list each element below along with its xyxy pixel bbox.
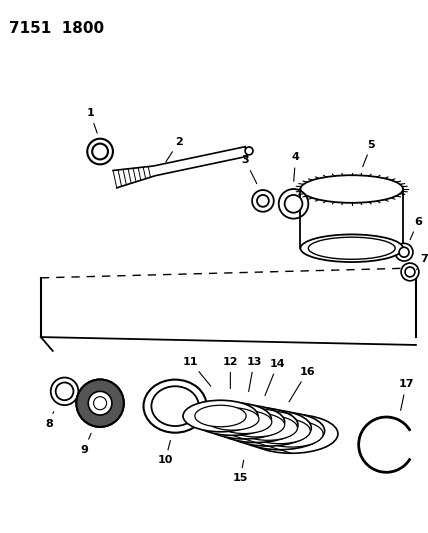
Circle shape bbox=[257, 195, 269, 207]
Circle shape bbox=[399, 247, 409, 257]
Ellipse shape bbox=[217, 410, 272, 433]
Ellipse shape bbox=[227, 413, 285, 437]
Text: 6: 6 bbox=[410, 216, 422, 240]
Text: 10: 10 bbox=[158, 440, 173, 465]
Ellipse shape bbox=[143, 379, 207, 433]
Ellipse shape bbox=[260, 421, 323, 447]
Text: 3: 3 bbox=[241, 155, 257, 183]
Ellipse shape bbox=[204, 405, 285, 439]
Text: 15: 15 bbox=[232, 460, 248, 483]
Circle shape bbox=[285, 195, 303, 213]
Text: 9: 9 bbox=[80, 433, 91, 455]
Text: 7: 7 bbox=[416, 254, 428, 270]
Circle shape bbox=[56, 383, 74, 400]
Circle shape bbox=[395, 243, 413, 261]
Text: 2: 2 bbox=[166, 136, 183, 162]
Ellipse shape bbox=[308, 237, 395, 259]
Text: 12: 12 bbox=[223, 357, 238, 389]
Circle shape bbox=[245, 147, 253, 155]
Polygon shape bbox=[77, 379, 124, 427]
Ellipse shape bbox=[152, 386, 199, 426]
Circle shape bbox=[92, 143, 108, 159]
Circle shape bbox=[51, 377, 78, 405]
Text: 5: 5 bbox=[363, 140, 375, 167]
Ellipse shape bbox=[235, 412, 324, 450]
Ellipse shape bbox=[238, 415, 297, 440]
Ellipse shape bbox=[206, 408, 259, 430]
Text: 14: 14 bbox=[265, 359, 285, 395]
Circle shape bbox=[88, 391, 112, 415]
Ellipse shape bbox=[300, 235, 403, 262]
Circle shape bbox=[279, 189, 308, 219]
Text: 16: 16 bbox=[289, 367, 315, 402]
Ellipse shape bbox=[245, 414, 338, 453]
Text: 1: 1 bbox=[86, 108, 97, 133]
Circle shape bbox=[87, 139, 113, 164]
Ellipse shape bbox=[224, 410, 311, 446]
Circle shape bbox=[252, 190, 274, 212]
Text: 4: 4 bbox=[291, 152, 300, 181]
Polygon shape bbox=[113, 147, 247, 188]
Ellipse shape bbox=[183, 400, 258, 432]
Ellipse shape bbox=[193, 402, 271, 435]
Circle shape bbox=[405, 267, 415, 277]
Text: 8: 8 bbox=[45, 411, 54, 429]
Text: 7151  1800: 7151 1800 bbox=[9, 21, 104, 36]
Text: 13: 13 bbox=[247, 357, 262, 392]
Text: 17: 17 bbox=[398, 379, 414, 410]
Ellipse shape bbox=[195, 405, 246, 427]
Circle shape bbox=[94, 397, 107, 410]
Ellipse shape bbox=[214, 407, 298, 442]
Circle shape bbox=[401, 263, 419, 281]
Circle shape bbox=[76, 379, 124, 427]
Ellipse shape bbox=[249, 418, 310, 443]
Text: 11: 11 bbox=[183, 357, 211, 386]
